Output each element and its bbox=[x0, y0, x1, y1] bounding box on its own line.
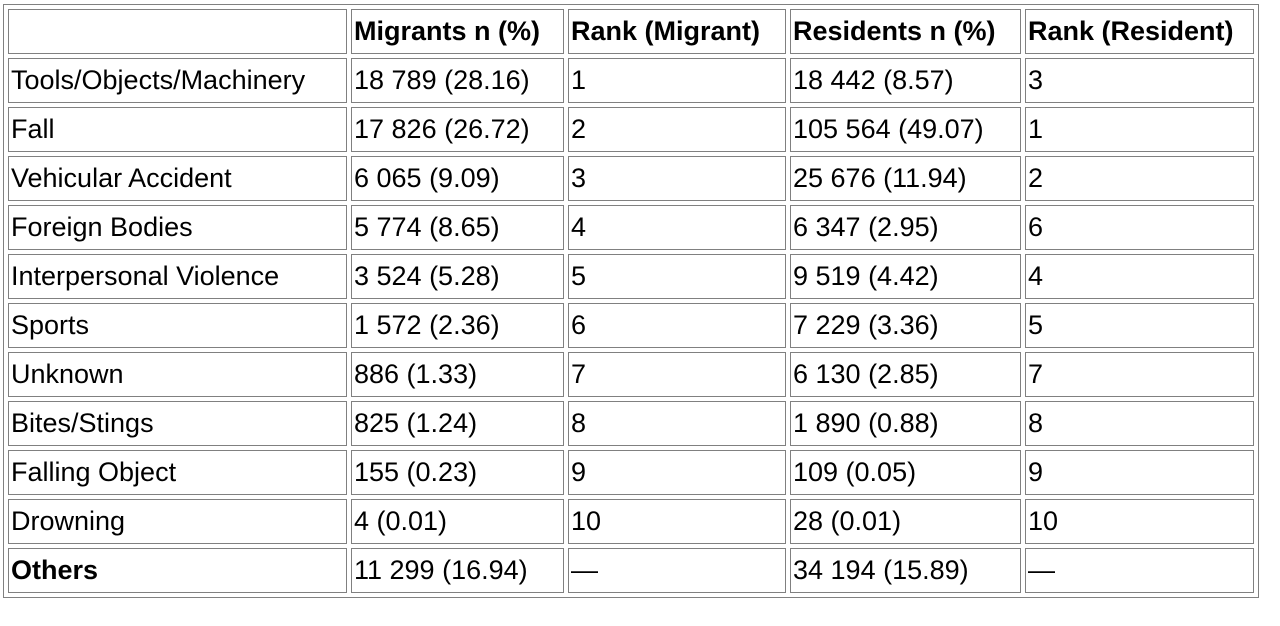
cell-rank-resident: 6 bbox=[1025, 205, 1254, 250]
header-rank-resident: Rank (Resident) bbox=[1025, 9, 1254, 54]
cell-rank-migrant: 2 bbox=[568, 107, 786, 152]
header-residents-n-pct: Residents n (%) bbox=[790, 9, 1021, 54]
table-row: Vehicular Accident 6 065 (9.09) 3 25 676… bbox=[8, 156, 1254, 201]
cell-rank-resident: 7 bbox=[1025, 352, 1254, 397]
cell-mechanism: Unknown bbox=[8, 352, 347, 397]
cell-residents: 109 (0.05) bbox=[790, 450, 1021, 495]
cell-residents: 18 442 (8.57) bbox=[790, 58, 1021, 103]
cell-mechanism: Tools/Objects/Machinery bbox=[8, 58, 347, 103]
cell-rank-migrant: 7 bbox=[568, 352, 786, 397]
cell-mechanism: Foreign Bodies bbox=[8, 205, 347, 250]
cell-rank-resident: 9 bbox=[1025, 450, 1254, 495]
cell-rank-resident: 5 bbox=[1025, 303, 1254, 348]
header-migrants-n-pct: Migrants n (%) bbox=[351, 9, 564, 54]
cell-rank-migrant: 8 bbox=[568, 401, 786, 446]
cell-rank-migrant: 3 bbox=[568, 156, 786, 201]
cell-rank-resident: 4 bbox=[1025, 254, 1254, 299]
cell-mechanism: Vehicular Accident bbox=[8, 156, 347, 201]
cell-rank-migrant: 9 bbox=[568, 450, 786, 495]
table-row: Fall 17 826 (26.72) 2 105 564 (49.07) 1 bbox=[8, 107, 1254, 152]
cell-residents: 9 519 (4.42) bbox=[790, 254, 1021, 299]
cell-migrants: 3 524 (5.28) bbox=[351, 254, 564, 299]
cell-migrants: 17 826 (26.72) bbox=[351, 107, 564, 152]
table-body: Migrants n (%) Rank (Migrant) Residents … bbox=[8, 9, 1254, 593]
cell-rank-resident: — bbox=[1025, 548, 1254, 593]
table-row: Falling Object 155 (0.23) 9 109 (0.05) 9 bbox=[8, 450, 1254, 495]
cell-mechanism: Interpersonal Violence bbox=[8, 254, 347, 299]
cell-residents: 34 194 (15.89) bbox=[790, 548, 1021, 593]
injury-mechanism-table: Migrants n (%) Rank (Migrant) Residents … bbox=[3, 4, 1259, 598]
header-mechanism bbox=[8, 9, 347, 54]
cell-migrants: 11 299 (16.94) bbox=[351, 548, 564, 593]
cell-migrants: 886 (1.33) bbox=[351, 352, 564, 397]
cell-residents: 1 890 (0.88) bbox=[790, 401, 1021, 446]
cell-migrants: 6 065 (9.09) bbox=[351, 156, 564, 201]
cell-residents: 105 564 (49.07) bbox=[790, 107, 1021, 152]
table-row: Unknown 886 (1.33) 7 6 130 (2.85) 7 bbox=[8, 352, 1254, 397]
cell-residents: 7 229 (3.36) bbox=[790, 303, 1021, 348]
cell-mechanism: Others bbox=[8, 548, 347, 593]
cell-rank-migrant: — bbox=[568, 548, 786, 593]
cell-migrants: 4 (0.01) bbox=[351, 499, 564, 544]
cell-rank-resident: 1 bbox=[1025, 107, 1254, 152]
table-row: Sports 1 572 (2.36) 6 7 229 (3.36) 5 bbox=[8, 303, 1254, 348]
cell-mechanism: Sports bbox=[8, 303, 347, 348]
cell-residents: 6 130 (2.85) bbox=[790, 352, 1021, 397]
cell-migrants: 5 774 (8.65) bbox=[351, 205, 564, 250]
table-row-others: Others 11 299 (16.94) — 34 194 (15.89) — bbox=[8, 548, 1254, 593]
cell-residents: 6 347 (2.95) bbox=[790, 205, 1021, 250]
cell-mechanism: Falling Object bbox=[8, 450, 347, 495]
cell-mechanism: Drowning bbox=[8, 499, 347, 544]
cell-residents: 25 676 (11.94) bbox=[790, 156, 1021, 201]
cell-mechanism: Bites/Stings bbox=[8, 401, 347, 446]
cell-rank-migrant: 1 bbox=[568, 58, 786, 103]
table-row: Interpersonal Violence 3 524 (5.28) 5 9 … bbox=[8, 254, 1254, 299]
table-row: Drowning 4 (0.01) 10 28 (0.01) 10 bbox=[8, 499, 1254, 544]
table-row: Tools/Objects/Machinery 18 789 (28.16) 1… bbox=[8, 58, 1254, 103]
header-rank-migrant: Rank (Migrant) bbox=[568, 9, 786, 54]
cell-rank-resident: 8 bbox=[1025, 401, 1254, 446]
cell-rank-migrant: 10 bbox=[568, 499, 786, 544]
cell-rank-migrant: 6 bbox=[568, 303, 786, 348]
table-row: Bites/Stings 825 (1.24) 8 1 890 (0.88) 8 bbox=[8, 401, 1254, 446]
cell-migrants: 155 (0.23) bbox=[351, 450, 564, 495]
cell-migrants: 825 (1.24) bbox=[351, 401, 564, 446]
cell-rank-migrant: 5 bbox=[568, 254, 786, 299]
cell-rank-resident: 3 bbox=[1025, 58, 1254, 103]
cell-rank-migrant: 4 bbox=[568, 205, 786, 250]
table-row: Foreign Bodies 5 774 (8.65) 4 6 347 (2.9… bbox=[8, 205, 1254, 250]
table-header-row: Migrants n (%) Rank (Migrant) Residents … bbox=[8, 9, 1254, 54]
cell-migrants: 18 789 (28.16) bbox=[351, 58, 564, 103]
cell-rank-resident: 10 bbox=[1025, 499, 1254, 544]
cell-mechanism: Fall bbox=[8, 107, 347, 152]
cell-residents: 28 (0.01) bbox=[790, 499, 1021, 544]
cell-rank-resident: 2 bbox=[1025, 156, 1254, 201]
cell-migrants: 1 572 (2.36) bbox=[351, 303, 564, 348]
